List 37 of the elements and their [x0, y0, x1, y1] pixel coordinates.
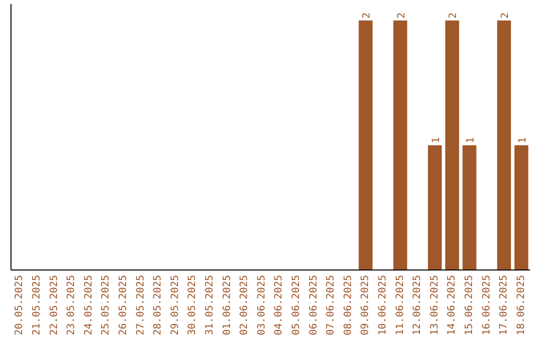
x-tick-label: 04.06.2025 [274, 275, 285, 336]
x-tick-label: 10.06.2025 [377, 275, 388, 336]
x-tick-label: 05.06.2025 [290, 275, 302, 336]
x-tick-label: 17.06.2025 [498, 275, 510, 336]
x-tick-label: 07.06.2025 [326, 275, 337, 336]
x-tick-label: 23.05.2025 [66, 275, 78, 336]
data-label: 1 [430, 137, 442, 144]
x-tick-label: 26.05.2025 [118, 275, 129, 336]
x-tick-label: 24.05.2025 [83, 275, 94, 336]
data-label: 2 [448, 12, 460, 18]
data-label: 2 [362, 12, 373, 18]
data-label: 1 [465, 137, 476, 144]
x-tick-label: 31.05.2025 [204, 275, 216, 336]
x-tick-label: 11.06.2025 [394, 275, 406, 336]
x-tick-label: 16.06.2025 [481, 275, 492, 336]
x-tick-label: 08.06.2025 [342, 275, 354, 336]
x-tick-label: 20.05.2025 [14, 275, 26, 336]
x-tick-label: 13.06.2025 [429, 275, 440, 336]
x-tick-label: 27.05.2025 [135, 275, 146, 336]
x-tick-label: 21.05.2025 [31, 275, 42, 336]
x-tick-label: 03.06.2025 [256, 275, 268, 336]
x-tick-label: 15.06.2025 [464, 275, 475, 336]
data-label: 2 [500, 12, 512, 18]
x-tick-label: 18.06.2025 [516, 275, 527, 336]
x-tick-label: 28.05.2025 [152, 275, 164, 336]
data-label: 1 [517, 137, 528, 144]
x-tick-label: 06.06.2025 [308, 275, 320, 336]
x-tick-label: 14.06.2025 [446, 275, 458, 336]
x-tick-label: 30.05.2025 [187, 275, 198, 336]
x-tick-label: 22.05.2025 [48, 275, 60, 336]
x-tick-label: 12.06.2025 [412, 275, 424, 336]
x-tick-label: 02.06.2025 [239, 275, 250, 336]
x-tick-label: 29.05.2025 [170, 275, 181, 336]
data-label: 2 [396, 12, 408, 18]
x-tick-label: 01.06.2025 [222, 275, 233, 336]
x-tick-label: 25.05.2025 [100, 275, 112, 336]
x-tick-label: 09.06.2025 [360, 275, 372, 336]
